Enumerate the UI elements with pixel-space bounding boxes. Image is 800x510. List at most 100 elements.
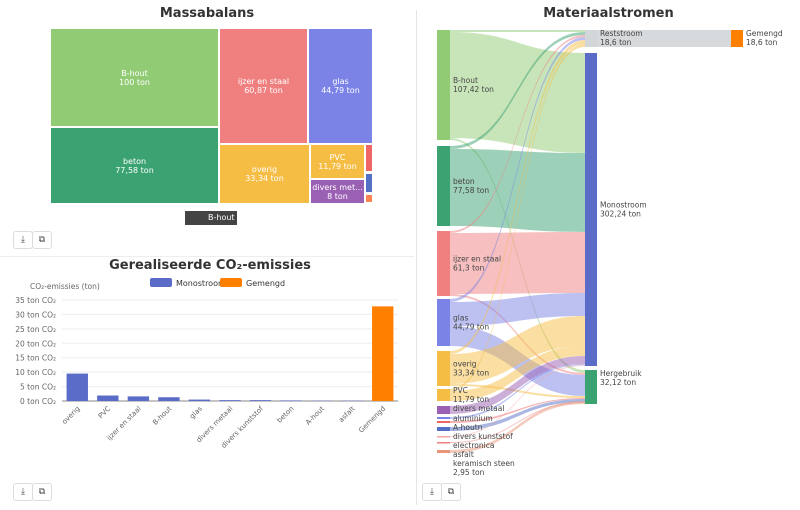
divider <box>0 256 414 257</box>
y-tick-label: 5 ton CO₂ <box>20 383 56 392</box>
sankey-node-value: 18,6 ton <box>746 38 778 47</box>
treemap-cell[interactable]: overig 33,34 ton <box>219 144 310 204</box>
treemap-cell[interactable]: ijzer en staal 60,87 ton <box>219 28 308 144</box>
copy-icon[interactable]: ⧉ <box>32 483 52 501</box>
sankey-link <box>450 294 585 375</box>
breadcrumb-item[interactable]: B-hout <box>205 211 237 225</box>
copy-icon[interactable]: ⧉ <box>32 231 52 249</box>
cell-value: 77,58 ton <box>115 165 154 175</box>
sankey-node-label: A-houtn <box>453 423 483 432</box>
cell-value: 33,34 ton <box>245 174 284 183</box>
y-tick-label: 25 ton CO₂ <box>15 325 56 334</box>
sankey-node-value: 11,79 ton <box>453 395 489 404</box>
sankey-link <box>450 232 585 294</box>
treemap-cell[interactable]: B-hout 100 ton <box>50 28 219 127</box>
sankey-link <box>450 32 585 153</box>
sankey-node <box>437 146 450 226</box>
sankey-node-label: electronica <box>453 441 494 450</box>
sankey-link <box>450 32 585 149</box>
sankey-link <box>450 398 585 423</box>
treemap-cell[interactable]: beton 77,58 ton <box>50 127 219 204</box>
sankey-node-label: divers kunststof <box>453 432 513 441</box>
sankey-node <box>437 436 450 438</box>
y-tick-label: 15 ton CO₂ <box>15 354 56 363</box>
y-tick-label: 0 ton CO₂ <box>20 397 56 406</box>
sankey-node <box>437 417 450 419</box>
sankey-node <box>585 30 597 47</box>
cell-label: B-hout <box>121 68 148 78</box>
treemap-cell[interactable] <box>365 173 373 193</box>
treemap-cell[interactable]: PVC 11,79 ton <box>310 144 365 179</box>
sankey-link <box>450 30 585 32</box>
bar <box>372 306 394 401</box>
y-tick-label: 10 ton CO₂ <box>15 368 56 377</box>
cell-value: 60,87 ton <box>244 86 283 95</box>
sankey-node-label: beton <box>453 177 475 186</box>
cell-label: beton <box>122 156 147 166</box>
sankey-node-label: Gemengd <box>746 29 783 38</box>
sankey-node-label: asfalt <box>453 450 474 459</box>
sankey-node-value: 32,12 ton <box>600 378 636 387</box>
treemap-cell[interactable]: glas 44,79 ton <box>308 28 373 144</box>
sankey-link <box>450 44 585 391</box>
bar <box>219 400 241 401</box>
bar <box>188 399 211 401</box>
sankey-node-label: divers metaal <box>453 404 504 413</box>
bar <box>158 397 180 401</box>
co2-title: Gerealiseerde CO₂-emissies <box>109 258 311 273</box>
cell-value: 44,79 ton <box>321 86 360 95</box>
sankey-node <box>731 30 743 47</box>
sankey-node-value: 2,95 ton <box>453 468 485 477</box>
bar <box>280 400 302 401</box>
sankey-link <box>450 346 585 401</box>
sankey-node <box>437 231 450 296</box>
sankey-node <box>437 299 450 346</box>
y-tick-label: 20 ton CO₂ <box>15 339 56 348</box>
sankey-title: Materiaalstromen <box>543 6 674 21</box>
sankey-node <box>437 442 450 444</box>
bar <box>66 373 88 401</box>
cell-value: 11,79 ton <box>318 161 357 171</box>
sankey-node <box>437 427 450 431</box>
copy-icon[interactable]: ⧉ <box>441 483 461 501</box>
treemap-cell[interactable] <box>365 194 373 203</box>
y-axis-label: CO₂-emissies (ton) <box>30 282 100 291</box>
sankey-node <box>437 421 450 423</box>
sankey-node <box>437 30 450 140</box>
legend-label: Gemengd <box>246 279 285 288</box>
bar <box>249 400 272 401</box>
cell-label: ijzer en staal <box>237 77 290 86</box>
sankey-node <box>437 450 450 453</box>
sankey-node-label: aluminium <box>453 414 493 423</box>
y-tick-label: 35 ton CO₂ <box>15 296 56 305</box>
sankey-node-value: 77,58 ton <box>453 186 489 195</box>
legend-swatch <box>150 278 172 287</box>
sankey-link <box>450 365 585 437</box>
legend-label: Monostroom <box>176 279 226 288</box>
sankey-link <box>450 293 585 326</box>
y-tick-label: 30 ton CO₂ <box>15 310 56 319</box>
sankey-link <box>450 316 585 384</box>
bar <box>97 395 119 401</box>
sankey-link <box>450 402 585 443</box>
divider <box>416 10 417 505</box>
breadcrumb-arrow[interactable] <box>185 211 205 225</box>
download-icon[interactable]: ⤓ <box>422 483 442 501</box>
sankey-node-label: keramisch steen <box>453 459 515 468</box>
sankey-node <box>437 406 450 414</box>
sankey-node-value: 33,34 ton <box>453 369 489 378</box>
sankey-node-label: PVC <box>453 386 468 395</box>
download-icon[interactable]: ⤓ <box>13 483 33 501</box>
sankey-node-label: Monostroom <box>600 201 647 210</box>
treemap-cell[interactable] <box>365 144 373 172</box>
treemap-cell[interactable]: divers met... 8 ton <box>310 179 365 204</box>
sankey-link <box>450 35 585 233</box>
cell-label: glas <box>332 77 349 86</box>
cell-label: PVC <box>329 152 346 162</box>
sankey-node-value: 302,24 ton <box>600 210 641 219</box>
sankey-link <box>450 399 585 431</box>
cell-value: 100 ton <box>119 77 150 87</box>
sankey-link <box>450 364 585 419</box>
sankey-node-label: overig <box>453 360 477 369</box>
